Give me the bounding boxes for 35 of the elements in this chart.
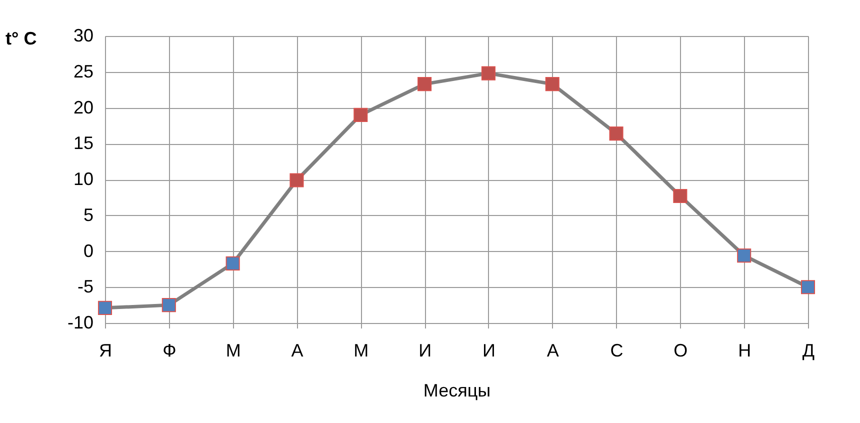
x-tick-label: Д: [802, 340, 815, 360]
point: [162, 298, 176, 312]
y-tick-label: -5: [77, 276, 94, 297]
y-axis-title: t° C: [6, 28, 37, 48]
point: [290, 173, 304, 188]
x-tick-label: С: [610, 340, 624, 360]
y-tick-label: -10: [67, 312, 94, 332]
x-tick-label: Я: [99, 340, 112, 360]
x-axis-title: Месяцы: [423, 380, 491, 400]
x-tick-label: М: [354, 340, 369, 360]
point: [800, 280, 816, 294]
point: [673, 188, 688, 204]
y-tick-label: 30: [73, 26, 94, 46]
x-tick-label: Н: [738, 340, 752, 360]
point: [737, 248, 752, 263]
point: [226, 256, 240, 270]
point: [609, 126, 624, 141]
x-tick-label: М: [226, 340, 241, 360]
y-tick-label: 0: [83, 240, 94, 261]
y-tick-label: 15: [73, 133, 94, 154]
x-tick-label: И: [418, 340, 432, 360]
y-tick-label: 25: [73, 61, 94, 82]
point: [481, 66, 496, 80]
x-tick-label: Ф: [162, 340, 176, 360]
x-tick-label: А: [546, 340, 559, 360]
point: [418, 77, 432, 92]
x-tick-label: О: [674, 340, 688, 360]
point: [98, 300, 112, 315]
point: [545, 77, 560, 92]
y-tick-label: 20: [73, 97, 94, 118]
y-tick-label: 10: [73, 169, 94, 189]
x-tick-label: И: [482, 340, 496, 360]
point: [354, 108, 368, 122]
y-tick-label: 5: [83, 204, 94, 225]
x-tick-label: А: [291, 340, 304, 360]
